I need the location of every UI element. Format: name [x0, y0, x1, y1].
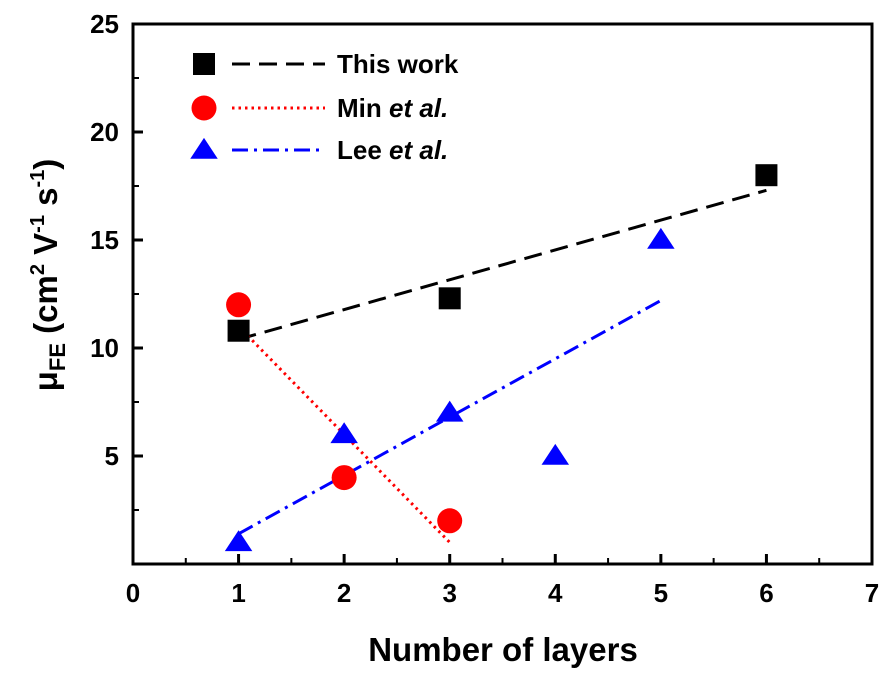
x-tick-label: 1	[231, 578, 245, 608]
data-point-triangle	[541, 443, 570, 465]
legend-marker-square	[193, 53, 215, 75]
x-tick-label: 4	[548, 578, 563, 608]
x-tick-label: 6	[759, 578, 773, 608]
y-axis-exp-neg1: -1	[27, 215, 49, 233]
data-point-triangle	[435, 400, 464, 422]
tick-marks	[131, 22, 874, 564]
legend-label: This work	[337, 49, 459, 79]
y-tick-labels: 5 10 15 20 25	[90, 9, 119, 471]
y-tick-label: 10	[90, 333, 119, 363]
x-tick-label: 5	[654, 578, 668, 608]
data-point-square	[227, 319, 250, 342]
data-point-square	[438, 287, 461, 310]
data-point-circle	[437, 508, 463, 534]
data-point-triangle	[647, 227, 675, 249]
legend-marker-triangle	[190, 137, 218, 159]
data-point-circle	[331, 465, 357, 491]
legend-label: Min et al.	[337, 93, 448, 123]
x-tick-label: 7	[865, 578, 879, 608]
y-axis-title: μFE (cm2 V-1 s-1)	[27, 159, 70, 392]
x-tick-label: 3	[442, 578, 456, 608]
legend-marker-circle	[191, 95, 217, 121]
fit-lines	[237, 188, 767, 544]
y-axis-symbol: μ	[27, 371, 64, 391]
y-axis-units-v: V	[27, 233, 64, 264]
x-axis-title: Number of layers	[368, 631, 638, 668]
x-tick-label: 0	[126, 578, 140, 608]
data-point-square	[755, 164, 778, 187]
markers	[224, 164, 778, 552]
legend-label-italic: et al.	[389, 93, 448, 123]
y-axis-exp-2: 2	[27, 264, 49, 275]
y-axis-units-s: s	[27, 187, 64, 215]
y-tick-label: 5	[105, 441, 119, 471]
legend-label-name: Min	[337, 93, 389, 123]
legend-label: Lee et al.	[337, 135, 448, 165]
legend-label-name: Lee	[337, 135, 389, 165]
x-tick-label: 2	[337, 578, 351, 608]
y-axis-units-open: (cm	[27, 275, 64, 343]
data-point-circle	[226, 292, 252, 318]
x-tick-labels: 0 1 2 3 4 5 6 7	[126, 578, 879, 608]
legend-label-italic: et al.	[389, 135, 448, 165]
data-point-triangle	[330, 422, 358, 444]
y-tick-label: 15	[90, 225, 119, 255]
y-tick-label: 25	[90, 9, 119, 39]
legend-label-name: This work	[337, 49, 459, 79]
y-axis-subscript: FE	[45, 343, 70, 371]
y-axis-exp-neg1b: -1	[27, 170, 49, 188]
y-tick-label: 20	[90, 117, 119, 147]
y-axis-units-close: )	[27, 159, 64, 170]
data-point-triangle	[224, 530, 253, 552]
fit-line-square	[238, 188, 767, 341]
